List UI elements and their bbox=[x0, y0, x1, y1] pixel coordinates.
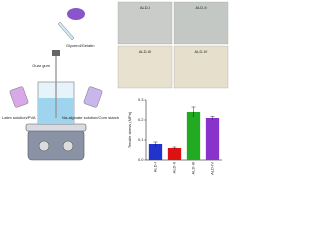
bar-chart: 0.0 0.1 0.2 0.3 Tensile stress (MPa) ALD-I ALD… bbox=[127, 97, 222, 175]
film-photo bbox=[117, 1, 173, 45]
film-photo bbox=[117, 45, 173, 89]
bar bbox=[167, 148, 182, 160]
y-axis-label: Tensile stress (MPa) bbox=[127, 111, 132, 148]
bar bbox=[186, 112, 201, 160]
y-tick-label: 0.2 bbox=[138, 117, 144, 122]
x-tick-label: ALD-II bbox=[172, 162, 177, 173]
photo-label: ALD-I bbox=[140, 5, 150, 10]
x-tick-label: ALD-III bbox=[191, 162, 196, 174]
film-photo bbox=[173, 45, 229, 89]
x-tick-label: ALD-IV bbox=[210, 162, 215, 175]
bar bbox=[205, 118, 220, 160]
page: Glycerol/Gelatin Guar gum Latex solution… bbox=[2, 1, 229, 175]
bottle bbox=[83, 86, 103, 108]
knob bbox=[62, 140, 74, 152]
film-photos: ALD-I ALD-II ALD-III ALD-IV bbox=[117, 1, 229, 89]
bar bbox=[148, 144, 163, 160]
diagram-label: Latex solution/PVA bbox=[2, 115, 36, 120]
hotplate bbox=[27, 129, 85, 161]
bottle bbox=[9, 86, 29, 108]
diagram-label: Glycerol/Gelatin bbox=[66, 43, 94, 48]
diagram-label: Na-alginate solution/Corn starch bbox=[62, 115, 119, 120]
y-tick-label: 0.3 bbox=[138, 97, 144, 102]
stirrer-head bbox=[52, 50, 60, 56]
y-tick-label: 0.1 bbox=[138, 137, 144, 142]
photo-label: ALD-IV bbox=[195, 49, 208, 54]
film-photo bbox=[173, 1, 229, 45]
x-tick-label: ALD-I bbox=[153, 162, 158, 172]
lab-diagram: Glycerol/Gelatin Guar gum Latex solution… bbox=[2, 8, 119, 161]
diagram-label: Guar gum bbox=[32, 63, 50, 68]
hotplate-top bbox=[25, 123, 87, 132]
knob bbox=[38, 140, 50, 152]
pipette bbox=[57, 21, 75, 41]
hand bbox=[67, 8, 85, 20]
photo-label: ALD-III bbox=[139, 49, 151, 54]
y-tick-label: 0.0 bbox=[138, 157, 144, 162]
photo-label: ALD-II bbox=[195, 5, 206, 10]
